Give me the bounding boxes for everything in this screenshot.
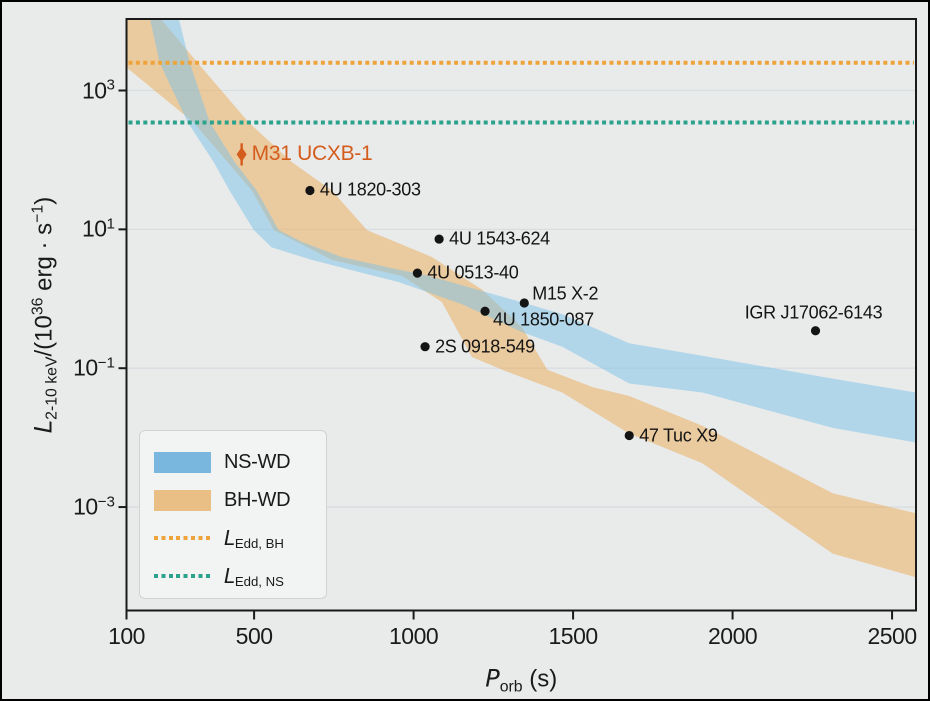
- band-bh-wd: [126, 19, 916, 578]
- legend-entry: NS-WD: [154, 443, 316, 481]
- ns-wd-band-swatch: [154, 451, 211, 473]
- plot-frame: [125, 18, 917, 612]
- data-point-marker: [810, 326, 821, 336]
- axis-ticks: [118, 89, 894, 620]
- legend-entry: BH-WD: [154, 481, 316, 519]
- data-point-marker: [305, 185, 315, 196]
- data-points: [236, 143, 821, 441]
- data-point-marker: [420, 342, 430, 352]
- legend-label: LEdd, BH: [224, 525, 284, 552]
- legend-label: NS-WD: [224, 450, 291, 473]
- legend-label: LEdd, NS: [224, 563, 284, 590]
- data-point-marker: [480, 306, 490, 316]
- bh-wd-band-swatch: [154, 489, 211, 511]
- edd-bh-dotted-swatch: [154, 536, 211, 540]
- legend-entry: LEdd, BH: [154, 519, 316, 557]
- x-axis-label: Porb (s): [485, 664, 558, 696]
- band-ns-wd: [150, 19, 916, 443]
- legend: NS-WD BH-WD LEdd, BH LEdd, NS: [139, 430, 327, 599]
- data-point-marker: [434, 234, 444, 244]
- eddington-lines: [128, 60, 914, 125]
- data-point-marker: [624, 430, 634, 441]
- legend-label: BH-WD: [224, 488, 291, 511]
- uncertainty-bands: [126, 19, 916, 578]
- m31-diamond-marker: [236, 146, 247, 162]
- plot-spines: [125, 18, 917, 612]
- data-point-marker: [412, 268, 423, 278]
- legend-entry: LEdd, NS: [154, 557, 316, 595]
- edd-ns-dotted-swatch: [154, 574, 211, 578]
- data-point-marker: [519, 298, 529, 308]
- y-axis-label: L2-10 keV/(1036 erg · s−1): [29, 196, 61, 434]
